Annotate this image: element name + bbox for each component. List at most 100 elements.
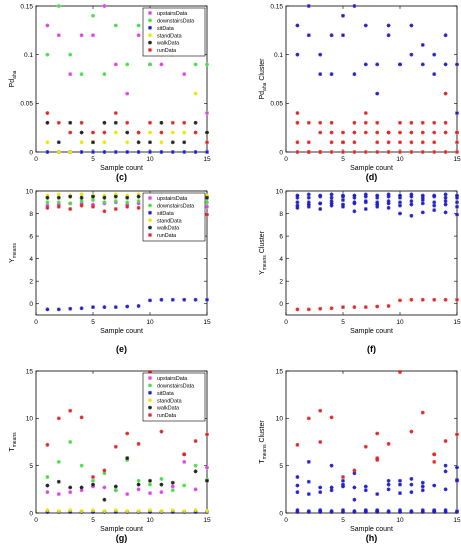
data-point <box>193 487 198 492</box>
data-point <box>56 204 61 209</box>
data-point <box>341 33 345 38</box>
data-point <box>329 33 334 38</box>
data-point <box>136 441 141 446</box>
y-axis-label: Pdaha <box>9 70 18 87</box>
legend-label: runData <box>157 233 176 239</box>
x-axis-label: Sample count <box>100 165 143 172</box>
y-tick-label: 0.1 <box>274 52 283 59</box>
data-point <box>159 140 164 145</box>
legend-marker <box>148 398 152 403</box>
panel-caption: (e) <box>116 344 127 354</box>
data-point <box>68 52 73 57</box>
data-point <box>170 508 175 513</box>
data-point <box>125 150 130 154</box>
data-point <box>295 510 300 514</box>
y-axis-label: Ymeans Cluster <box>259 230 268 274</box>
data-point <box>329 130 334 135</box>
data-point <box>91 130 95 135</box>
data-point <box>68 72 73 77</box>
data-point <box>420 297 425 302</box>
data-point <box>113 150 118 154</box>
data-point <box>432 483 437 488</box>
data-point <box>352 150 357 154</box>
data-point <box>306 479 311 484</box>
legend-label: runData <box>157 48 176 54</box>
data-point <box>455 150 459 154</box>
data-point <box>91 305 95 310</box>
data-point <box>318 150 323 154</box>
x-tick-label: 5 <box>341 517 345 524</box>
y-tick-label: 10 <box>26 416 34 423</box>
x-tick-label: 15 <box>453 156 461 163</box>
data-point <box>420 488 425 493</box>
data-point <box>398 478 402 483</box>
data-point <box>136 482 141 487</box>
data-point <box>125 431 130 436</box>
data-point <box>79 203 84 208</box>
data-point <box>136 194 141 199</box>
data-point <box>205 62 209 67</box>
data-point <box>443 487 448 492</box>
data-point <box>420 410 425 415</box>
plot-area <box>285 190 458 316</box>
data-point <box>443 62 448 67</box>
data-point <box>375 150 380 154</box>
legend-marker <box>148 405 152 410</box>
data-point <box>398 203 402 208</box>
data-point <box>363 130 368 135</box>
data-point <box>306 195 311 200</box>
legend-box <box>142 192 206 242</box>
data-point <box>182 452 187 457</box>
data-point <box>295 140 300 145</box>
data-point <box>159 477 164 481</box>
data-point <box>306 510 311 514</box>
data-point <box>102 305 107 310</box>
data-point <box>45 200 50 205</box>
data-point <box>295 483 300 488</box>
y-tick-label: 0.05 <box>270 101 283 108</box>
legend-label: sitData <box>157 391 174 397</box>
data-point <box>455 297 459 302</box>
data-point <box>182 72 187 77</box>
data-point <box>159 490 164 495</box>
y-tick-label: 0 <box>279 149 283 156</box>
legend-marker <box>148 11 152 15</box>
data-point <box>363 194 368 199</box>
data-point <box>432 297 437 302</box>
legend-marker <box>148 376 152 380</box>
chart-h: 0 5 10 15 0 5 10 15 Sample count Tmeans Cluster (h… <box>259 368 461 543</box>
legend-marker <box>148 210 152 215</box>
legend-box <box>142 7 206 57</box>
x-tick-label: 0 <box>284 517 288 524</box>
data-point <box>136 33 141 38</box>
data-point <box>295 200 300 205</box>
data-point <box>113 484 118 489</box>
legend-marker <box>148 225 152 230</box>
data-point <box>420 198 425 202</box>
data-point <box>79 485 84 490</box>
y-tick-label: 0 <box>279 510 283 517</box>
data-point <box>159 62 164 67</box>
data-point <box>113 444 118 449</box>
data-point <box>205 478 209 483</box>
legend-marker <box>148 383 152 388</box>
data-point <box>363 305 368 310</box>
data-point <box>329 203 334 208</box>
data-point <box>398 130 402 135</box>
data-point <box>68 490 73 495</box>
data-point <box>193 297 198 302</box>
data-point <box>420 120 425 125</box>
data-point <box>420 480 425 485</box>
data-point <box>306 33 311 38</box>
data-point <box>193 469 198 474</box>
data-point <box>329 120 334 125</box>
data-point <box>386 194 391 199</box>
data-point <box>318 490 323 495</box>
data-point <box>409 490 414 495</box>
data-point <box>318 130 323 135</box>
x-tick-label: 5 <box>91 156 95 163</box>
y-tick-label: 6 <box>29 233 33 240</box>
data-point <box>79 192 84 197</box>
data-point <box>295 111 300 115</box>
data-point <box>352 510 357 514</box>
